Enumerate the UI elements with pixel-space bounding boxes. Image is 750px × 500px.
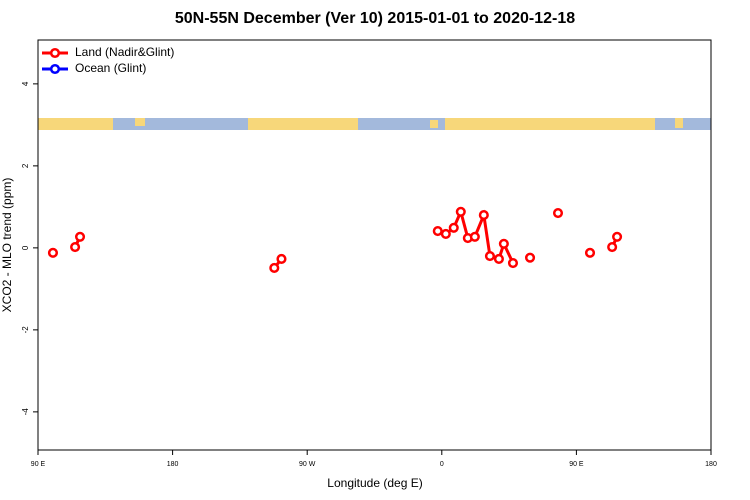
data-point [70, 242, 81, 253]
data-point [607, 242, 618, 253]
legend-label: Ocean (Glint) [75, 61, 146, 75]
data-point [507, 257, 519, 269]
x-tick-label: 180 [167, 461, 179, 468]
y-tick-label: 4 [21, 81, 30, 86]
x-tick-label: 180 [705, 461, 717, 468]
data-point [47, 247, 59, 258]
data-point [448, 222, 459, 233]
data-point [74, 231, 86, 242]
data-point [276, 253, 287, 264]
data-point [524, 252, 536, 263]
data-point [584, 247, 596, 258]
data-point [269, 262, 280, 274]
data-point [498, 238, 509, 249]
data-point [440, 228, 451, 239]
legend-marker [49, 47, 61, 59]
x-tick-label: 90 E [569, 461, 584, 468]
data-point [552, 207, 564, 219]
y-tick-label: -4 [21, 408, 30, 416]
data-point [455, 206, 466, 217]
x-axis-label: Longitude (deg E) [327, 476, 422, 490]
y-tick-label: 2 [21, 163, 30, 168]
y-axis-label: XCO2 - MLO trend (ppm) [0, 178, 14, 313]
data-point [493, 253, 504, 264]
x-tick-label: 90 E [31, 461, 46, 468]
y-tick-label: -2 [21, 326, 30, 334]
map-strip [38, 118, 711, 130]
legend-label: Land (Nadir&Glint) [75, 45, 174, 59]
data-point [432, 226, 443, 237]
x-tick-label: 0 [440, 461, 444, 468]
x-tick-label: 90 W [299, 461, 316, 468]
data-point [469, 231, 480, 242]
data-point [478, 210, 489, 221]
legend-marker [49, 63, 61, 75]
y-tick-label: 0 [21, 245, 30, 250]
plot-frame [37, 39, 712, 451]
data-point [484, 251, 496, 262]
chart-title: 50N-55N December (Ver 10) 2015-01-01 to … [175, 10, 575, 27]
data-point [612, 231, 623, 242]
